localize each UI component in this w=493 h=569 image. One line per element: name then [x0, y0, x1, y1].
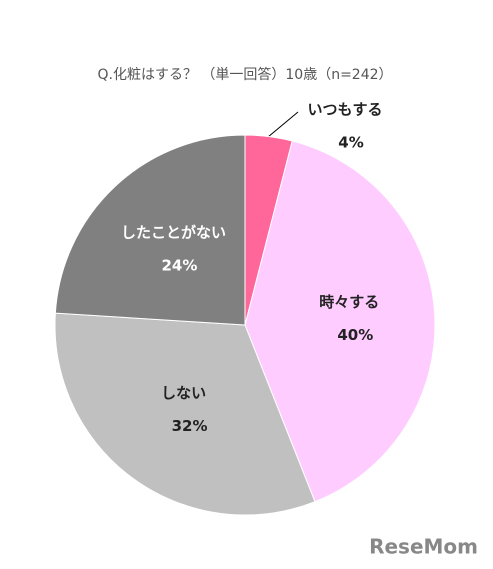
watermark: ReseMom	[369, 535, 478, 559]
slice-label: 時々する	[319, 293, 379, 311]
pie-slice	[54, 312, 316, 516]
slice-label: いつもする	[307, 101, 382, 119]
pie-slice	[244, 140, 436, 503]
slice-label: したことがない	[121, 223, 226, 241]
chart-title: Q.化粧はする？ （単一回答）10歳（n=242）	[97, 66, 392, 83]
leader-line	[267, 111, 299, 138]
value-label: 40%	[337, 326, 373, 344]
pie-slice	[54, 134, 246, 326]
value-label: 24%	[162, 256, 198, 274]
slice-label: しない	[161, 384, 206, 402]
value-label: 32%	[172, 417, 208, 435]
value-label: 4%	[338, 134, 363, 152]
